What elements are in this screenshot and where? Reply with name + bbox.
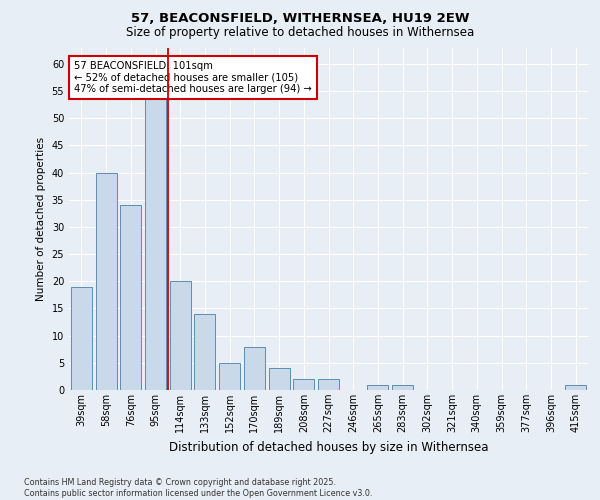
Bar (95, 172, 116, 390)
Text: 57 BEACONSFIELD: 101sqm
← 52% of detached houses are smaller (105)
47% of semi-d: 57 BEACONSFIELD: 101sqm ← 52% of detache… (74, 61, 312, 94)
Bar (318, 379, 339, 390)
Bar (244, 346, 265, 390)
Bar (194, 314, 215, 390)
Text: 57, BEACONSFIELD, WITHERNSEA, HU19 2EW: 57, BEACONSFIELD, WITHERNSEA, HU19 2EW (131, 12, 469, 26)
Bar (293, 379, 314, 390)
X-axis label: Distribution of detached houses by size in Withernsea: Distribution of detached houses by size … (169, 440, 488, 454)
Text: Contains HM Land Registry data © Crown copyright and database right 2025.
Contai: Contains HM Land Registry data © Crown c… (24, 478, 373, 498)
Bar (71, 286, 92, 390)
Bar (120, 205, 141, 390)
Bar (367, 384, 388, 390)
Bar (170, 282, 191, 390)
Y-axis label: Number of detached properties: Number of detached properties (36, 136, 46, 301)
Text: Size of property relative to detached houses in Withernsea: Size of property relative to detached ho… (126, 26, 474, 39)
Bar (219, 363, 240, 390)
Bar (565, 384, 586, 390)
Bar (145, 64, 166, 390)
Bar (269, 368, 290, 390)
Bar (392, 384, 413, 390)
